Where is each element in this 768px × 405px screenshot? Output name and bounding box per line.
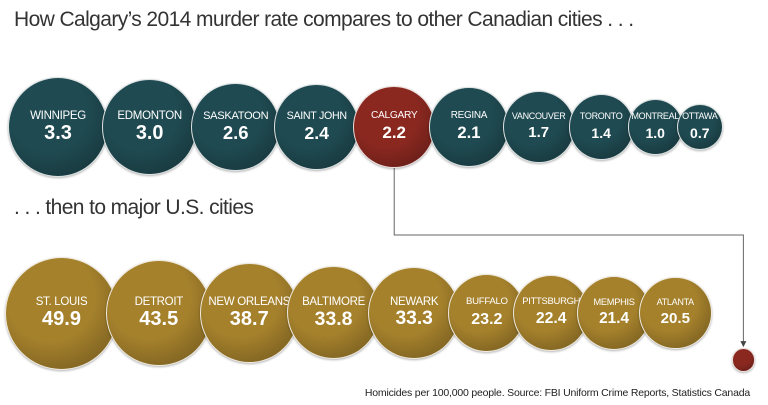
category-label: SASKATOON bbox=[203, 109, 269, 122]
bubble: CALGARY 2.2 bbox=[353, 86, 436, 168]
bubble: BUFFALO 23.2 bbox=[448, 274, 526, 352]
category-label: DETROIT bbox=[134, 295, 184, 308]
value-label: 0.7 bbox=[690, 124, 710, 141]
value-label: 21.4 bbox=[599, 309, 630, 327]
category-label: WINNIPEG bbox=[30, 110, 86, 122]
value-label: 23.2 bbox=[471, 309, 503, 328]
bubble: WINNIPEG 3.3 bbox=[8, 77, 108, 177]
bubble: REGINA 2.1 bbox=[429, 87, 509, 167]
bubble: MEMPHIS 21.4 bbox=[577, 275, 652, 350]
category-label: EDMONTON bbox=[117, 109, 182, 122]
arrowhead bbox=[740, 341, 747, 348]
category-label: ATLANTA bbox=[656, 296, 695, 307]
bubble: DETROIT 43.5 bbox=[106, 260, 212, 366]
value-label: 49.9 bbox=[42, 308, 81, 330]
bubble: SASKATOON 2.6 bbox=[191, 82, 281, 172]
category-label: SAINT JOHN bbox=[286, 109, 347, 122]
category-label: BUFFALO bbox=[465, 295, 508, 307]
bubble: MONTREAL 1.0 bbox=[627, 99, 683, 155]
category-label: VANCOUVER bbox=[511, 110, 566, 121]
value-label: 2.6 bbox=[222, 121, 249, 143]
category-label: TORONTO bbox=[579, 110, 623, 121]
bubble: EDMONTON 3.0 bbox=[102, 79, 198, 175]
category-label: REGINA bbox=[450, 109, 488, 121]
bubble: VANCOUVER 1.7 bbox=[502, 91, 575, 163]
value-label: 43.5 bbox=[139, 307, 179, 330]
bubble: ST. LOUIS 49.9 bbox=[5, 256, 118, 370]
bubble: BALTIMORE 33.8 bbox=[287, 266, 381, 360]
bubble: OTTAWA 0.7 bbox=[676, 103, 723, 151]
value-label: 1.7 bbox=[528, 123, 550, 141]
bubble: NEWARK 33.3 bbox=[368, 266, 461, 360]
category-label: ST. LOUIS bbox=[35, 296, 88, 308]
value-label: 2.2 bbox=[382, 122, 407, 142]
category-label: PITTSBURGH bbox=[522, 295, 581, 307]
value-label: 38.7 bbox=[229, 307, 269, 330]
bubble: TORONTO 1.4 bbox=[568, 94, 634, 160]
value-label: 20.5 bbox=[660, 309, 690, 327]
value-label: 22.4 bbox=[535, 309, 567, 327]
value-label: 3.0 bbox=[135, 121, 164, 144]
bubble: NEW ORLEANS 38.7 bbox=[199, 263, 299, 363]
category-label: BALTIMORE bbox=[302, 295, 365, 308]
value-label: 2.4 bbox=[304, 122, 330, 143]
category-label: OTTAWA bbox=[682, 110, 718, 121]
source-note: Homicides per 100,000 people. Source: FB… bbox=[364, 387, 750, 399]
value-label: 2.1 bbox=[457, 122, 481, 142]
bubble: PITTSBURGH 22.4 bbox=[513, 275, 590, 351]
comparison-bubble bbox=[731, 348, 756, 372]
category-label: NEWARK bbox=[390, 295, 439, 308]
subtitle: . . . then to major U.S. cities bbox=[14, 196, 254, 219]
value-label: 3.3 bbox=[44, 122, 72, 144]
value-label: 33.3 bbox=[395, 307, 433, 329]
category-label: CALGARY bbox=[370, 109, 418, 121]
bubble: SAINT JOHN 2.4 bbox=[274, 84, 360, 170]
bubble: ATLANTA 20.5 bbox=[639, 276, 712, 350]
category-label: MONTREAL bbox=[631, 110, 680, 121]
title: How Calgary’s 2014 murder rate compares … bbox=[14, 8, 634, 31]
connector-line bbox=[393, 167, 744, 344]
value-label: 33.8 bbox=[314, 307, 353, 330]
category-label: MEMPHIS bbox=[593, 296, 635, 307]
category-label: NEW ORLEANS bbox=[208, 295, 291, 308]
value-label: 1.0 bbox=[645, 124, 665, 141]
value-label: 1.4 bbox=[591, 124, 611, 141]
